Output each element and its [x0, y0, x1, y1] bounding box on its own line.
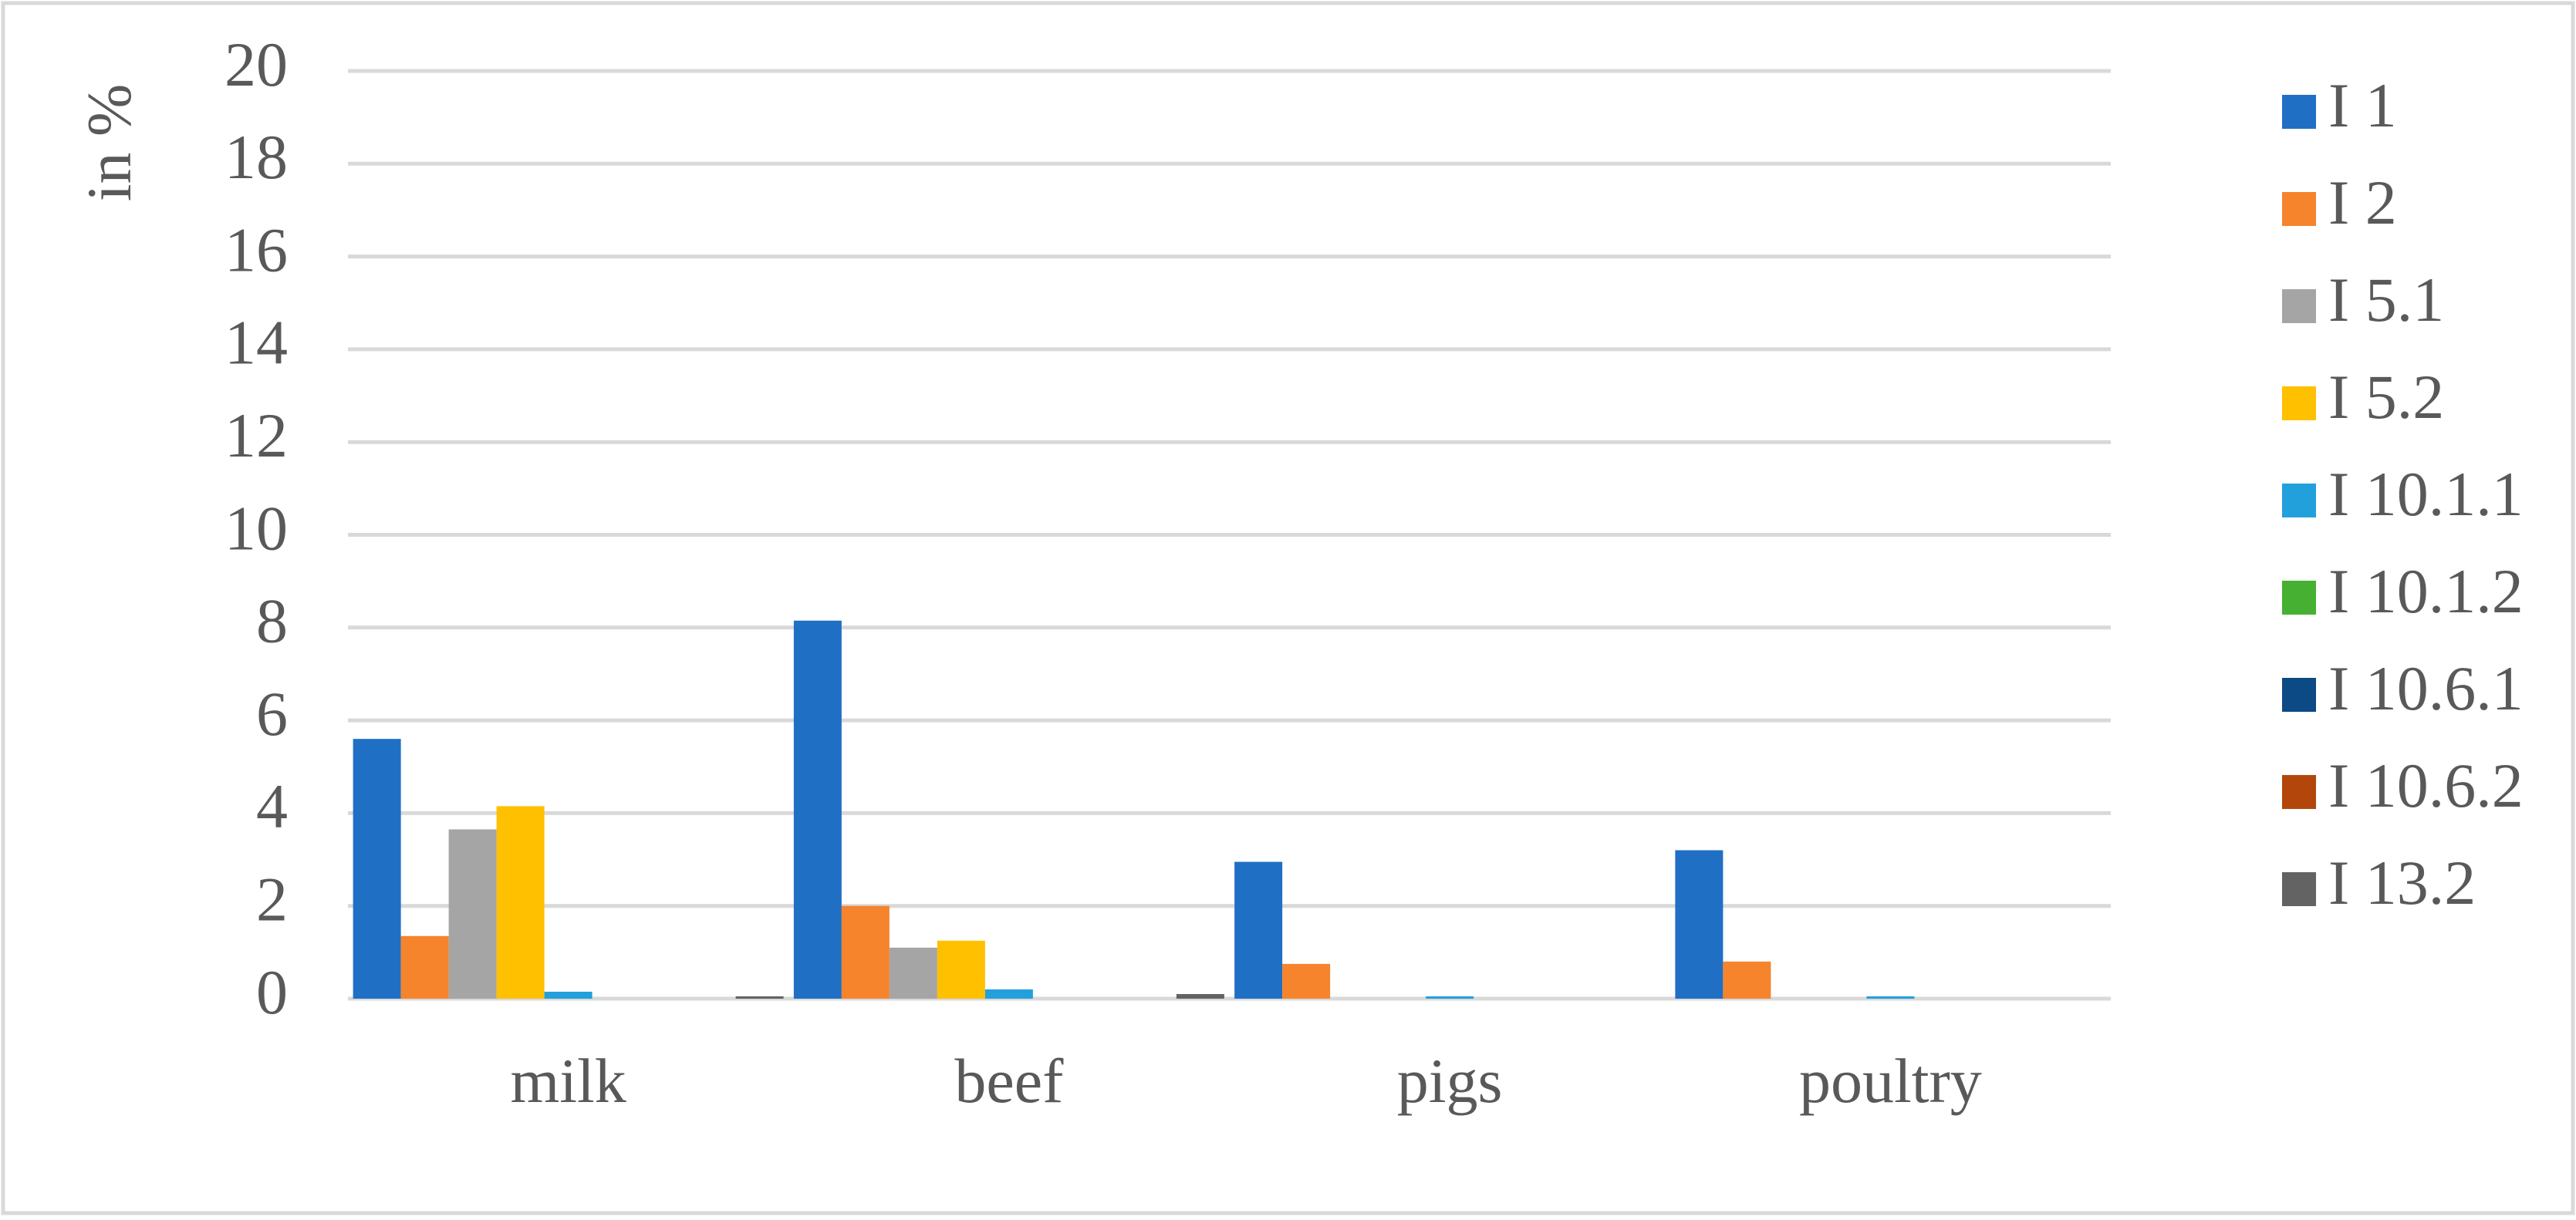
- bar: [937, 940, 985, 999]
- x-tick-label: beef: [954, 1046, 1064, 1116]
- bar: [448, 829, 497, 999]
- legend-swatch: [2282, 678, 2316, 712]
- y-tick-label: 14: [225, 308, 288, 378]
- legend-swatch: [2282, 872, 2316, 906]
- bar: [1282, 963, 1331, 999]
- bar: [353, 739, 401, 999]
- legend-label: I 5.1: [2328, 265, 2444, 335]
- legend-label: I 10.6.1: [2328, 653, 2524, 723]
- x-tick-label: pigs: [1397, 1046, 1503, 1116]
- legend-label: I 5.2: [2328, 362, 2444, 432]
- bar: [889, 947, 937, 999]
- y-tick-label: 10: [225, 493, 288, 563]
- y-tick-label: 0: [256, 957, 288, 1027]
- bar: [400, 935, 449, 999]
- bar: [496, 806, 545, 999]
- legend-label: I 13.2: [2328, 848, 2476, 918]
- bar: [1866, 996, 1915, 999]
- bar: [735, 996, 784, 999]
- legend-swatch: [2282, 95, 2316, 129]
- y-tick-label: 8: [256, 586, 288, 656]
- bar: [1426, 996, 1474, 999]
- x-tick-label: poultry: [1799, 1046, 1982, 1116]
- y-tick-label: 16: [225, 214, 288, 285]
- bar: [1723, 961, 1771, 999]
- legend-swatch: [2282, 386, 2316, 420]
- legend-swatch: [2282, 775, 2316, 809]
- y-tick-label: 2: [256, 864, 288, 935]
- bar: [841, 905, 890, 999]
- bar: [984, 989, 1033, 999]
- y-tick-label: 6: [256, 679, 288, 749]
- legend-swatch: [2282, 484, 2316, 517]
- legend-label: I 10.1.2: [2328, 556, 2524, 626]
- bar: [793, 620, 842, 999]
- y-tick-label: 20: [225, 29, 288, 99]
- y-tick-label: 18: [225, 122, 288, 192]
- legend-swatch: [2282, 581, 2316, 615]
- bar: [544, 991, 593, 999]
- bar: [1675, 850, 1724, 999]
- y-tick-label: 4: [256, 771, 288, 841]
- y-axis-title: in %: [74, 84, 144, 202]
- legend-swatch: [2282, 192, 2316, 226]
- legend-swatch: [2282, 289, 2316, 323]
- legend-label: I 2: [2328, 167, 2397, 238]
- bar: [1234, 861, 1283, 999]
- legend-label: I 1: [2328, 70, 2397, 140]
- bar: [1176, 993, 1224, 999]
- legend-label: I 10.6.2: [2328, 750, 2524, 821]
- legend-label: I 10.1.1: [2328, 459, 2524, 529]
- y-tick-label: 12: [225, 400, 288, 470]
- x-tick-label: milk: [510, 1046, 626, 1116]
